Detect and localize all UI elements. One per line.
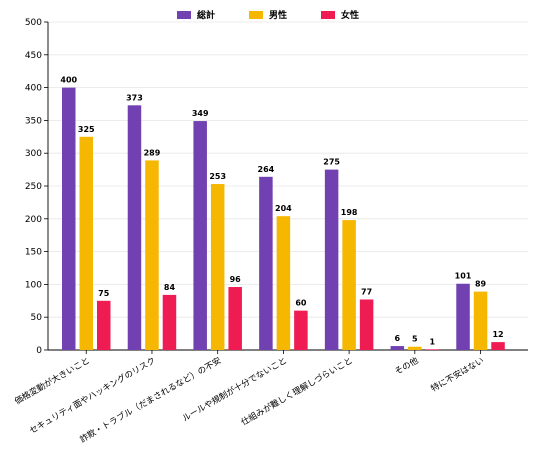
y-tick-label: 400 — [25, 84, 42, 94]
legend-swatch-female — [321, 10, 335, 19]
bar — [127, 105, 142, 350]
bar — [259, 176, 273, 350]
y-tick-label: 500 — [25, 18, 42, 28]
bar-value-label: 325 — [78, 125, 95, 134]
x-tick-label: ルールや規制が十分でないこと — [180, 355, 289, 424]
bar — [425, 349, 440, 350]
legend: 総計 男性 女性 — [0, 8, 536, 21]
bar-value-label: 289 — [144, 148, 161, 157]
y-tick-label: 150 — [25, 248, 42, 258]
x-tick-label: 特に不安はない — [429, 355, 486, 394]
bar-value-label: 275 — [323, 158, 340, 167]
y-tick-label: 250 — [25, 182, 42, 192]
bar-value-label: 77 — [361, 287, 372, 296]
bar — [342, 220, 356, 350]
bar-value-label: 5 — [412, 335, 418, 344]
bar-value-label: 204 — [275, 204, 292, 213]
bar — [408, 346, 422, 350]
bar — [294, 310, 308, 350]
y-tick-label: 200 — [25, 215, 42, 225]
bar-value-label: 101 — [455, 272, 472, 281]
bar-value-label: 84 — [164, 283, 176, 292]
bar — [276, 216, 291, 350]
bar — [97, 300, 111, 350]
bar — [162, 294, 177, 350]
bar — [456, 283, 470, 350]
bar-value-label: 6 — [395, 334, 401, 343]
legend-item-total: 総計 — [176, 8, 215, 21]
bar-value-label: 12 — [492, 330, 503, 339]
legend-item-female: 女性 — [321, 8, 359, 21]
bar-value-label: 400 — [60, 76, 77, 85]
legend-label-total: 総計 — [196, 11, 215, 21]
bar-value-label: 89 — [475, 280, 487, 289]
bar-value-label: 253 — [209, 172, 226, 181]
bar — [324, 169, 339, 350]
y-tick-label: 350 — [25, 116, 42, 126]
bar — [228, 287, 242, 350]
bar-value-label: 198 — [341, 208, 358, 217]
y-tick-label: 0 — [36, 346, 42, 356]
x-tick-label: その他 — [393, 355, 421, 378]
bar-value-label: 373 — [126, 93, 143, 102]
bar — [210, 184, 225, 350]
y-tick-label: 300 — [25, 149, 42, 159]
bar — [193, 121, 207, 350]
bar-value-label: 96 — [230, 275, 242, 284]
bar — [79, 136, 93, 350]
bar-value-label: 1 — [430, 337, 436, 346]
bar-value-label: 75 — [98, 289, 110, 298]
bar — [145, 160, 159, 350]
bar-value-label: 60 — [295, 299, 307, 308]
bar-value-label: 349 — [192, 109, 209, 118]
bar — [390, 346, 405, 350]
y-tick-label: 50 — [31, 313, 43, 323]
legend-swatch-male — [248, 10, 263, 19]
bar — [491, 342, 505, 350]
x-tick-label: 詐欺・トラブル（だまされるなど）の不安 — [78, 355, 223, 445]
legend-label-male: 男性 — [268, 11, 287, 21]
y-tick-label: 450 — [25, 51, 42, 61]
x-tick-label: 仕組みが難しく理解しづらいこと — [239, 355, 354, 428]
bar-value-label: 264 — [258, 165, 275, 174]
bar — [473, 291, 488, 350]
x-tick-label: セキュリティ面やハッキングのリスク — [27, 355, 157, 436]
legend-label-female: 女性 — [341, 11, 360, 21]
legend-swatch-total — [176, 10, 191, 19]
legend-item-male: 男性 — [248, 8, 287, 21]
y-tick-label: 100 — [25, 280, 42, 290]
bar — [62, 87, 76, 350]
bar — [359, 299, 374, 350]
